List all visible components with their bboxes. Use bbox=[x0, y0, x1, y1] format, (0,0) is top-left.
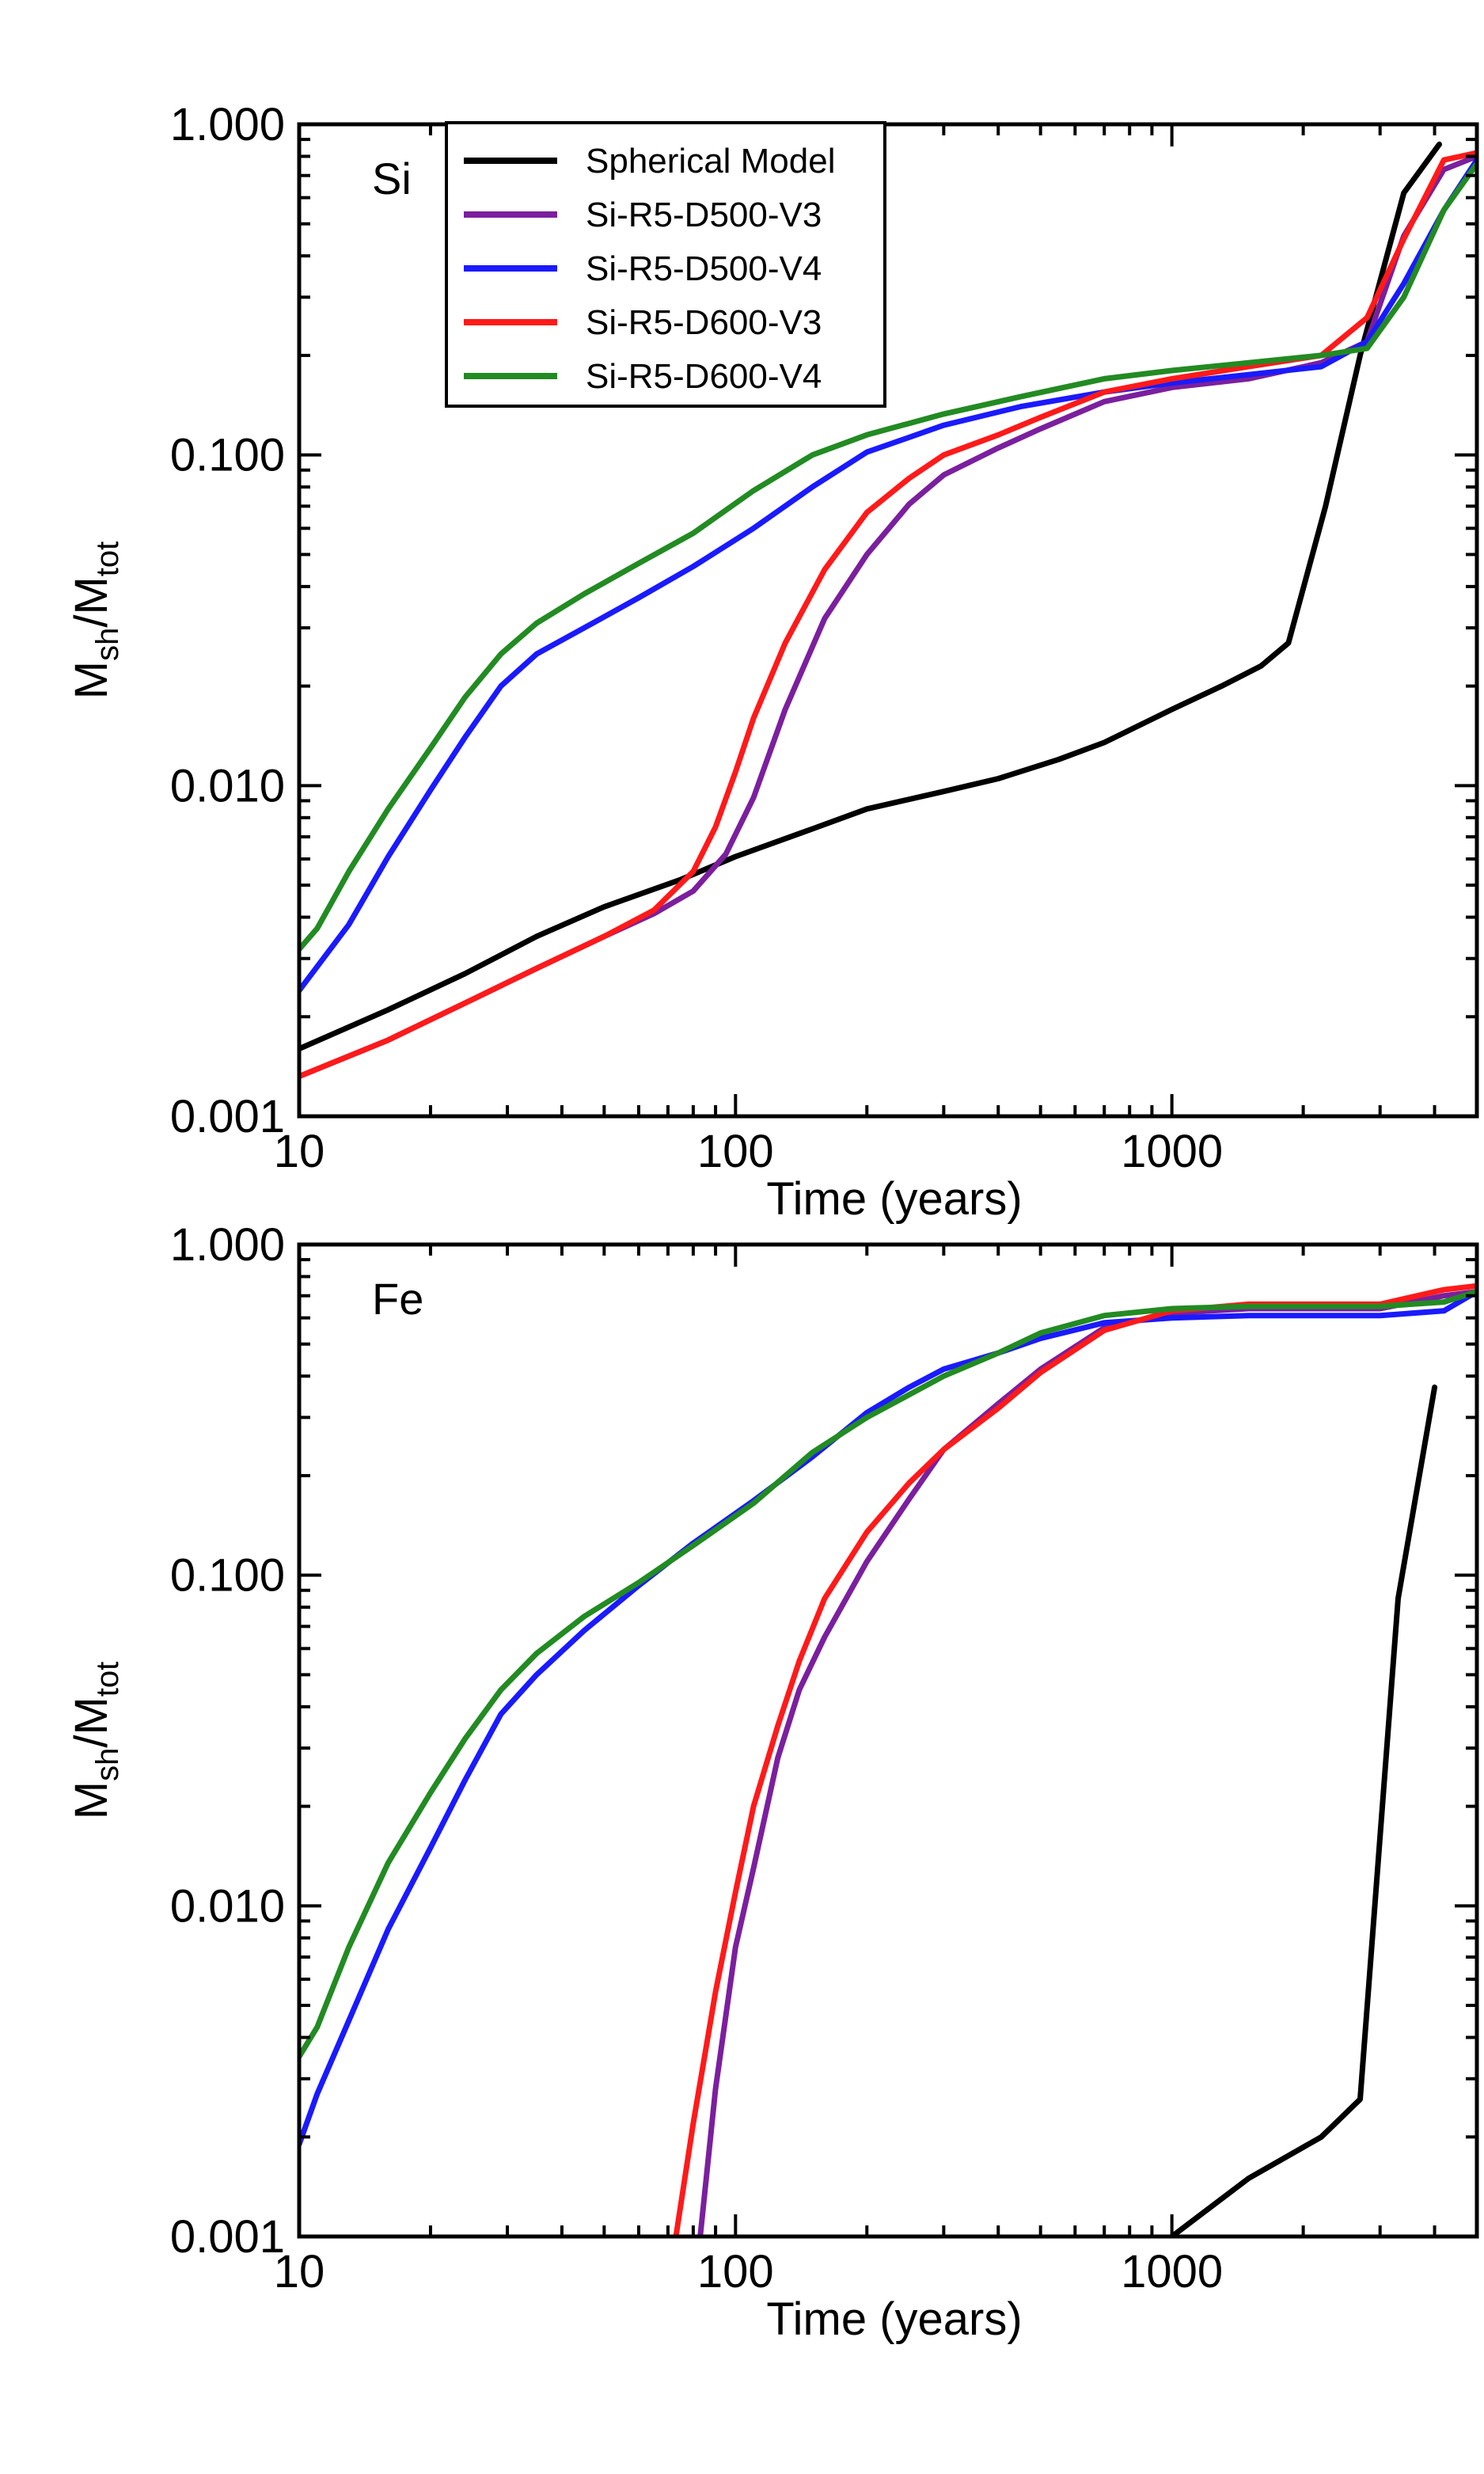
fe-x-axis-title: Time (years) bbox=[766, 2293, 1022, 2345]
fe-y-axis-title: Msh/Mtot bbox=[66, 1662, 125, 1820]
si-x-tick-label: 100 bbox=[697, 1126, 774, 1177]
fe-y-tick-label: 0.001 bbox=[170, 2211, 285, 2263]
si-y-tick-label: 0.100 bbox=[170, 430, 285, 481]
si-x-tick-label: 1000 bbox=[1121, 1126, 1223, 1177]
fe-series-spherical-model bbox=[1169, 1384, 1438, 2236]
si-y-tick-label: 1.000 bbox=[170, 99, 285, 150]
legend-label: Spherical Model bbox=[586, 142, 836, 181]
fe-y-tick-label: 0.010 bbox=[170, 1880, 285, 1932]
si-x-axis-title: Time (years) bbox=[766, 1173, 1022, 1225]
si-series-si-r5-d600-v4 bbox=[299, 161, 1477, 952]
legend-item-spherical-model: Spherical Model bbox=[464, 142, 836, 181]
panel-fe: 10 100 1000 0.001 0.010 0.100 1.000 Fe Time (y… bbox=[66, 1219, 1479, 2345]
fe-series-group bbox=[299, 1283, 1477, 2236]
fe-x-tick-label: 1000 bbox=[1121, 2246, 1223, 2297]
si-series-spherical-model bbox=[299, 141, 1442, 1052]
si-series-group bbox=[299, 141, 1477, 1080]
si-tick-labels: 10 100 1000 0.001 0.010 0.100 1.000 bbox=[170, 99, 1223, 1177]
si-x-tick-label: 10 bbox=[274, 1126, 325, 1177]
si-panel-label: Si bbox=[372, 154, 412, 203]
fe-series-si-r5-d600-v3 bbox=[673, 1283, 1477, 2236]
fe-series-si-r5-d500-v4 bbox=[299, 1289, 1477, 2148]
legend-label: Si-R5-D500-V3 bbox=[586, 196, 822, 234]
fe-tick-labels: 10 100 1000 0.001 0.010 0.100 1.000 bbox=[170, 1219, 1223, 2297]
legend-label: Si-R5-D600-V3 bbox=[586, 303, 822, 342]
legend-item-si-r5-d600-v4: Si-R5-D600-V4 bbox=[464, 357, 822, 396]
legend: Spherical Model Si-R5-D500-V3 Si-R5-D500-V… bbox=[445, 121, 886, 408]
fe-y-tick-label: 1.000 bbox=[170, 1219, 285, 1271]
fe-series-si-r5-d600-v4 bbox=[299, 1289, 1477, 2060]
legend-label: Si-R5-D500-V4 bbox=[586, 249, 822, 288]
legend-box bbox=[445, 121, 886, 408]
si-plot-frame bbox=[297, 122, 1479, 1119]
si-y-tick-label: 0.010 bbox=[170, 760, 285, 811]
fe-ticks bbox=[298, 1243, 1478, 2238]
fe-panel-label: Fe bbox=[372, 1274, 423, 1324]
fe-plot-frame bbox=[297, 1242, 1479, 2239]
legend-label: Si-R5-D600-V4 bbox=[586, 357, 822, 396]
fe-y-tick-label: 0.100 bbox=[170, 1550, 285, 1602]
si-series-si-r5-d500-v4 bbox=[299, 157, 1477, 994]
legend-item-si-r5-d500-v3: Si-R5-D500-V3 bbox=[464, 196, 822, 234]
legend-item-si-r5-d500-v4: Si-R5-D500-V4 bbox=[464, 249, 822, 288]
si-y-axis-title: Msh/Mtot bbox=[66, 542, 125, 700]
si-y-tick-label: 0.001 bbox=[170, 1091, 285, 1142]
legend-item-si-r5-d600-v3: Si-R5-D600-V3 bbox=[464, 303, 822, 342]
panel-si: 10 100 1000 0.001 0.010 0.100 1.000 Si Time (y… bbox=[66, 99, 1479, 1225]
fe-x-tick-label: 10 bbox=[274, 2246, 325, 2297]
fe-x-tick-label: 100 bbox=[697, 2246, 774, 2297]
